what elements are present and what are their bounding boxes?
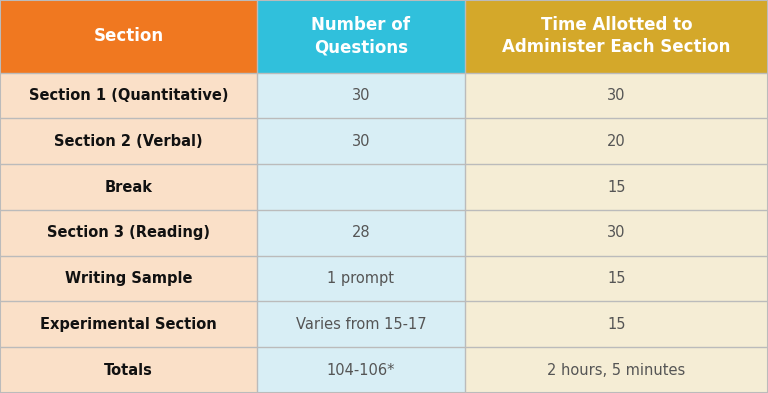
Text: 30: 30 bbox=[352, 134, 370, 149]
Bar bbox=[465, 301, 768, 347]
Text: Number of
Questions: Number of Questions bbox=[312, 16, 410, 57]
Bar bbox=[257, 256, 465, 301]
Text: Break: Break bbox=[104, 180, 153, 195]
Bar bbox=[257, 0, 465, 73]
Bar bbox=[465, 164, 768, 210]
Text: Writing Sample: Writing Sample bbox=[65, 271, 193, 286]
Text: 20: 20 bbox=[607, 134, 626, 149]
Bar bbox=[465, 347, 768, 393]
Text: Time Allotted to
Administer Each Section: Time Allotted to Administer Each Section bbox=[502, 16, 730, 57]
Text: 1 prompt: 1 prompt bbox=[327, 271, 395, 286]
Bar bbox=[465, 118, 768, 164]
Bar bbox=[257, 347, 465, 393]
Bar bbox=[0, 301, 257, 347]
Bar bbox=[257, 210, 465, 256]
Text: 30: 30 bbox=[352, 88, 370, 103]
Bar bbox=[0, 0, 257, 73]
Bar bbox=[465, 73, 768, 118]
Bar bbox=[257, 73, 465, 118]
Text: 28: 28 bbox=[352, 225, 370, 241]
Text: Experimental Section: Experimental Section bbox=[40, 317, 217, 332]
Bar bbox=[465, 256, 768, 301]
Text: Totals: Totals bbox=[104, 363, 153, 378]
Text: 15: 15 bbox=[607, 180, 626, 195]
Text: 15: 15 bbox=[607, 271, 626, 286]
Text: Section 3 (Reading): Section 3 (Reading) bbox=[47, 225, 210, 241]
Text: 104-106*: 104-106* bbox=[326, 363, 396, 378]
Bar bbox=[257, 118, 465, 164]
Text: Section: Section bbox=[94, 28, 164, 45]
Bar bbox=[257, 164, 465, 210]
Text: 30: 30 bbox=[607, 88, 626, 103]
Bar bbox=[0, 118, 257, 164]
Bar bbox=[0, 164, 257, 210]
Bar bbox=[465, 210, 768, 256]
Bar bbox=[0, 210, 257, 256]
Text: Section 2 (Verbal): Section 2 (Verbal) bbox=[55, 134, 203, 149]
Bar bbox=[465, 0, 768, 73]
Bar bbox=[0, 73, 257, 118]
Text: Varies from 15-17: Varies from 15-17 bbox=[296, 317, 426, 332]
Text: 2 hours, 5 minutes: 2 hours, 5 minutes bbox=[547, 363, 686, 378]
Text: 30: 30 bbox=[607, 225, 626, 241]
Bar bbox=[0, 347, 257, 393]
Bar bbox=[257, 301, 465, 347]
Text: 15: 15 bbox=[607, 317, 626, 332]
Bar bbox=[0, 256, 257, 301]
Text: Section 1 (Quantitative): Section 1 (Quantitative) bbox=[29, 88, 228, 103]
